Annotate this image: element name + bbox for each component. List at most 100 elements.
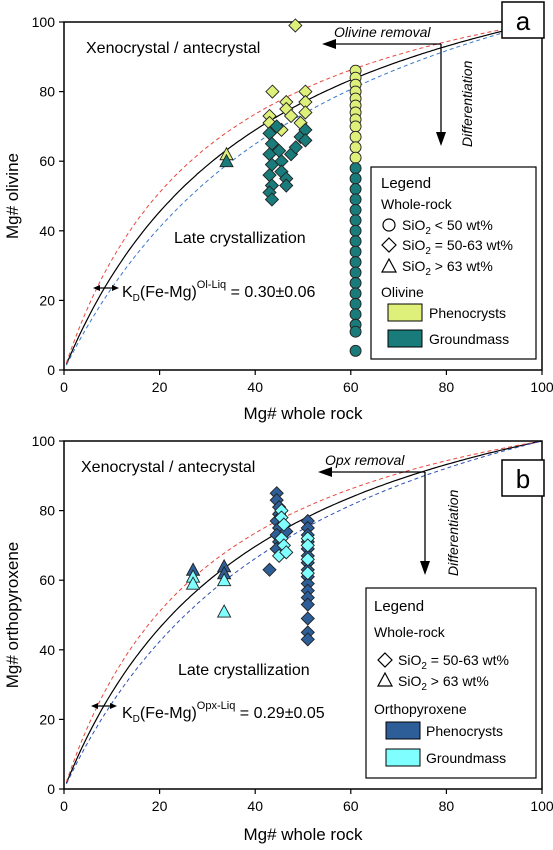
data-point-diamond (300, 632, 315, 647)
panel-a-legend-box (370, 166, 537, 360)
y-tick-label: 40 (39, 223, 55, 239)
data-point-diamond (298, 105, 313, 120)
y-tick-label: 20 (39, 711, 55, 727)
panel-b-late-text: Late crystallization (178, 662, 310, 679)
panel-b-legend-wholerock: Whole-rock (374, 624, 446, 640)
data-point-diamond (283, 108, 299, 124)
x-tick-label: 0 (60, 379, 68, 395)
panel-a-kd-arrowhead-left (93, 285, 100, 291)
panel-a-legend-title: Legend (381, 175, 431, 192)
panel-a-legend-phenocryst-label: Phenocrysts (429, 305, 506, 321)
panel-a-xeno-text: Xenocrystal / antecrystal (86, 40, 260, 57)
data-point-diamond (264, 192, 280, 207)
data-point-circle (349, 277, 362, 289)
data-point-diamond (279, 178, 294, 193)
panel-a-axis-ticks: 0 20 40 60 80 100 0 20 40 60 80 100 (32, 14, 553, 395)
kd-curve (65, 440, 543, 783)
data-point-circle (349, 151, 362, 164)
y-tick-label: 100 (32, 14, 56, 30)
panel-a-legend-groundmass-label: Groundmass (429, 331, 509, 347)
data-point-diamond (265, 84, 280, 99)
data-point-circle (349, 193, 362, 206)
y-tick-label: 100 (32, 433, 56, 449)
panel-b-data-points (185, 486, 315, 647)
panel-b-y-axis-title: Mg# orthopyroxene (3, 542, 22, 688)
panel-b-legend-item-1: SiO2 = 50-63 wt% (398, 652, 509, 672)
data-point-diamond (300, 611, 315, 626)
panel-a-legend-item-3: SiO2 > 63 wt% (402, 258, 493, 278)
panel-b-legend-groundmass-swatch (385, 748, 421, 767)
data-point-diamond (262, 167, 277, 183)
data-point-diamond (262, 562, 277, 577)
data-point-circle (349, 141, 362, 154)
data-point-circle (349, 214, 362, 227)
data-point-circle (349, 287, 362, 300)
panel-a-label-box (501, 1, 545, 39)
data-point-circle (349, 120, 362, 133)
x-tick-label: 60 (343, 379, 359, 395)
y-tick-label: 60 (39, 572, 55, 588)
data-point-circle (349, 235, 362, 248)
panel-a-diff-arrowhead (436, 132, 446, 146)
data-point-circle (349, 172, 362, 185)
kd-curve (65, 440, 543, 785)
panel-b-kd-arrowhead-right (110, 703, 117, 709)
data-point-diamond (288, 140, 303, 155)
data-point-circle (349, 224, 362, 237)
data-point-triangle (185, 576, 201, 590)
data-point-circle (349, 266, 362, 279)
data-point-circle (349, 162, 362, 175)
panel-a-legend-diamond-icon (381, 237, 397, 253)
x-tick-label: 0 (60, 798, 68, 814)
x-tick-label: 40 (247, 379, 263, 395)
data-point-circle (349, 308, 362, 321)
panel-a-y-axis-title: Mg# olivine (3, 153, 22, 239)
data-point-circle (349, 203, 362, 216)
panel-b-legend-opx: Orthopyroxene (374, 701, 467, 717)
panel-b-removal-arrowhead (318, 467, 332, 477)
data-point-circle (349, 297, 362, 310)
panel-a: 0 20 40 60 80 100 0 20 40 60 80 100 a Xenocrystal /… (3, 1, 553, 423)
y-tick-label: 80 (39, 503, 55, 519)
x-tick-label: 20 (152, 798, 168, 814)
x-tick-label: 80 (439, 379, 455, 395)
data-point-diamond (269, 119, 284, 134)
panel-b-legend-phenocryst-swatch (385, 721, 421, 740)
x-tick-label: 60 (343, 798, 359, 814)
data-point-circle (349, 245, 362, 258)
panel-b-legend-title: Legend (374, 598, 424, 615)
data-point-diamond (300, 552, 315, 567)
data-point-triangle (216, 572, 232, 587)
y-tick-label: 60 (39, 153, 55, 169)
data-point-diamond (276, 517, 292, 532)
panel-a-x-axis-title: Mg# whole rock (243, 404, 363, 423)
panel-a-legend-item-2: SiO2 = 50-63 wt% (402, 237, 513, 257)
y-tick-label: 20 (39, 292, 55, 308)
panel-b-axis-ticks: 0 20 40 60 80 100 0 20 40 60 80 100 (32, 433, 553, 814)
panel-b-legend-phenocryst-label: Phenocrysts (426, 723, 503, 739)
panel-a-kd-label: KD(Fe-Mg)Ol-Liq = 0.30±0.06 (122, 279, 316, 304)
data-point-triangle (216, 604, 232, 618)
x-tick-label: 100 (530, 798, 553, 814)
panel-b-legend-diamond-icon (377, 652, 393, 668)
y-tick-label: 40 (39, 642, 55, 658)
data-point-circle (349, 183, 362, 195)
data-point-diamond (300, 566, 315, 581)
panel-a-legend-wholerock: Whole-rock (381, 196, 453, 212)
panel-a-removal-text: Olivine removal (334, 24, 431, 40)
data-point-diamond (279, 545, 294, 560)
panel-a-label: a (516, 6, 531, 36)
panel-b-plot-frame (63, 440, 543, 790)
panel-b-label: b (516, 464, 530, 494)
data-point-circle (349, 130, 362, 143)
panel-a-legend-phenocryst-swatch (387, 303, 423, 322)
panel-b-label-box (501, 459, 545, 497)
data-point-diamond (288, 18, 303, 33)
panel-b-diff-text: Differentiation (445, 489, 461, 576)
x-tick-label: 20 (152, 379, 168, 395)
panel-a-kd-arrowhead-right (112, 285, 119, 291)
panel-a-data-points (219, 18, 362, 357)
data-point-circle (349, 256, 362, 269)
panel-b-removal-text: Opx removal (325, 452, 405, 468)
